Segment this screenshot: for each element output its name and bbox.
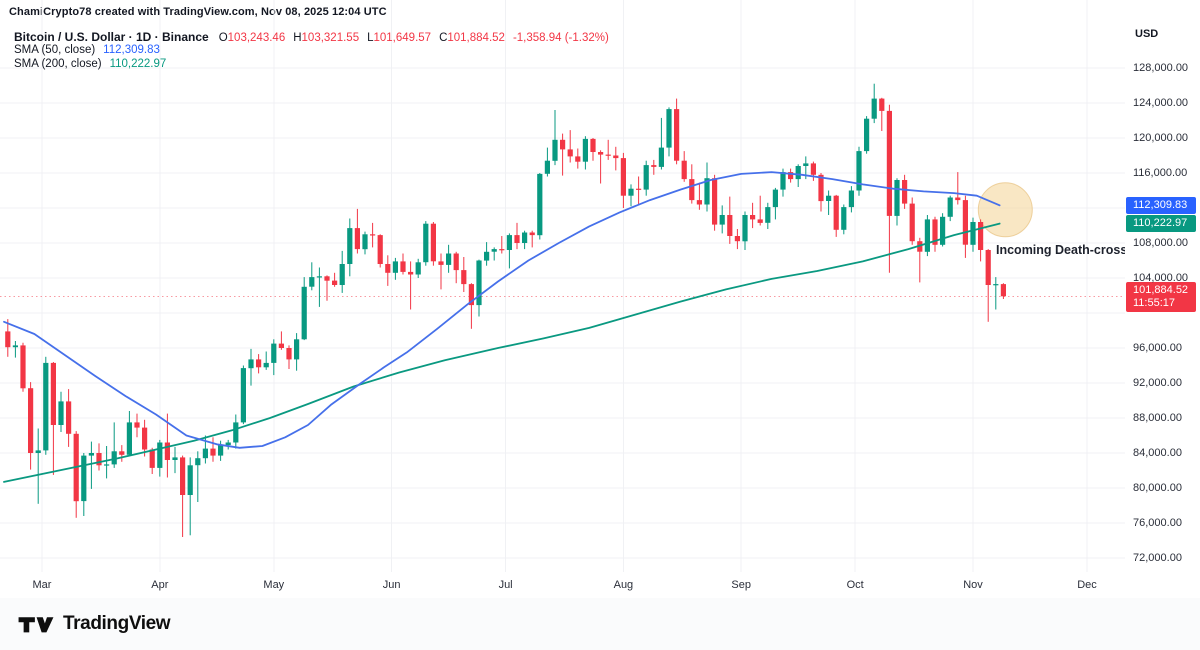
sma200-legend-row[interactable]: SMA (200, close) 110,222.97 xyxy=(14,58,609,72)
footer: TradingView xyxy=(0,598,1200,650)
price-tick-label: 128,000.00 xyxy=(1133,61,1189,74)
price-axis[interactable]: USD 112,309.83 110,222.97 101,884.52 11:… xyxy=(1125,0,1200,598)
price-tick-label: 116,000.00 xyxy=(1133,166,1188,179)
last-price-value: 101,884.52 xyxy=(1133,283,1189,296)
low-value: L101,649.57 xyxy=(367,32,432,44)
symbol-title[interactable]: Bitcoin / U.S. Dollar · 1D · Binance xyxy=(14,30,209,44)
last-price-badge: 101,884.52 11:55:17 xyxy=(1126,281,1196,312)
legend: Bitcoin / U.S. Dollar · 1D · Binance O10… xyxy=(14,30,609,72)
price-tick-label: 120,000.00 xyxy=(1133,131,1189,144)
price-tick-label: 92,000.00 xyxy=(1133,376,1182,389)
close-value: C101,884.52 xyxy=(439,32,505,44)
price-tick-label: 124,000.00 xyxy=(1133,96,1189,109)
price-tick-label: 88,000.00 xyxy=(1133,411,1182,424)
sma50-label: SMA (50, close) xyxy=(14,44,96,56)
month-tick-label: Mar xyxy=(32,579,52,591)
sma50-price-badge: 112,309.83 xyxy=(1126,196,1196,214)
tradingview-logo-text[interactable]: TradingView xyxy=(63,613,171,634)
tradingview-logo-icon[interactable] xyxy=(18,612,54,637)
sma50-value: 112,309.83 xyxy=(103,44,160,56)
month-tick-label: Nov xyxy=(963,579,983,591)
month-tick-label: Oct xyxy=(846,579,864,591)
price-tick-label: 104,000.00 xyxy=(1133,271,1189,284)
month-tick-label: Dec xyxy=(1077,579,1097,591)
sma200-price-badge: 110,222.97 xyxy=(1126,215,1196,233)
horizontal-gridlines xyxy=(0,67,1125,559)
price-tick-label: 80,000.00 xyxy=(1133,481,1182,494)
sma200-label: SMA (200, close) xyxy=(14,58,102,70)
change-value: -1,358.94 (-1.32%) xyxy=(512,32,609,44)
price-tick-label: 72,000.00 xyxy=(1133,551,1182,564)
month-tick-label: Jun xyxy=(382,579,401,591)
attribution: ChamiCrypto78 created with TradingView.c… xyxy=(9,6,387,18)
month-tick-label: May xyxy=(263,579,285,591)
high-value: H103,321.55 xyxy=(293,32,360,44)
price-tick-label: 76,000.00 xyxy=(1133,516,1182,529)
month-tick-label: Aug xyxy=(613,579,634,591)
sma50-line[interactable] xyxy=(3,171,1001,449)
sma50-legend-row[interactable]: SMA (50, close) 112,309.83 xyxy=(14,44,609,58)
death-cross-highlight-circle[interactable] xyxy=(977,182,1033,238)
death-cross-label[interactable]: Incoming Death-cross xyxy=(996,243,1125,257)
month-tick-label: Apr xyxy=(151,579,169,591)
price-tick-label: 84,000.00 xyxy=(1133,446,1182,459)
month-tick-label: Jul xyxy=(498,579,513,591)
price-tick-label: 96,000.00 xyxy=(1133,341,1182,354)
sma200-value: 110,222.97 xyxy=(109,58,167,70)
time-axis[interactable]: Mar Apr May Jun Jul Aug Sep Oct Nov Dec xyxy=(0,576,1125,598)
price-tick-label: 108,000.00 xyxy=(1133,236,1189,249)
currency-label: USD xyxy=(1135,28,1159,40)
month-tick-label: Sep xyxy=(731,579,751,591)
candlesticks xyxy=(5,83,1006,537)
sma200-line[interactable] xyxy=(3,222,1001,483)
price-chart-svg[interactable]: Incoming Death-cross xyxy=(0,0,1125,598)
open-value: O103,243.46 xyxy=(218,32,286,44)
vertical-gridlines xyxy=(41,0,1088,572)
bar-countdown: 11:55:17 xyxy=(1133,296,1176,309)
